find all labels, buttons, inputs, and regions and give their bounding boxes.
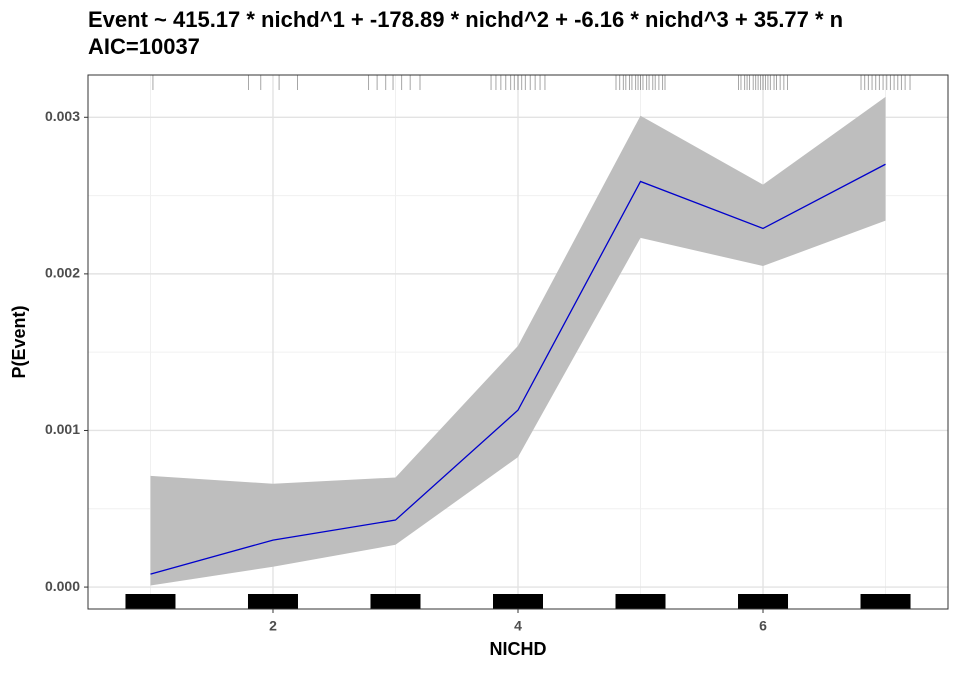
x-bar bbox=[125, 594, 176, 609]
x-tick-label: 6 bbox=[759, 618, 767, 634]
x-bar bbox=[493, 594, 543, 609]
x-bar bbox=[738, 594, 789, 609]
y-axis-label: P(Event) bbox=[9, 305, 29, 378]
y-tick-label: 0.001 bbox=[45, 421, 80, 437]
x-tick-label: 2 bbox=[269, 618, 277, 634]
y-tick-label: 0.002 bbox=[45, 265, 80, 281]
x-bar bbox=[370, 594, 421, 609]
x-bar bbox=[615, 594, 666, 609]
y-tick-label: 0.000 bbox=[45, 578, 80, 594]
plot-border bbox=[87, 74, 949, 610]
confidence-band bbox=[150, 96, 886, 586]
x-bar bbox=[860, 594, 911, 609]
chart-subtitle: AIC=10037 bbox=[88, 34, 200, 59]
y-tick-label: 0.003 bbox=[45, 108, 80, 124]
line bbox=[150, 163, 886, 575]
x-axis-label: NICHD bbox=[490, 639, 547, 659]
x-bar bbox=[247, 594, 298, 609]
chart-title: Event ~ 415.17 * nichd^1 + -178.89 * nic… bbox=[88, 7, 843, 32]
x-tick-label: 4 bbox=[514, 618, 522, 634]
